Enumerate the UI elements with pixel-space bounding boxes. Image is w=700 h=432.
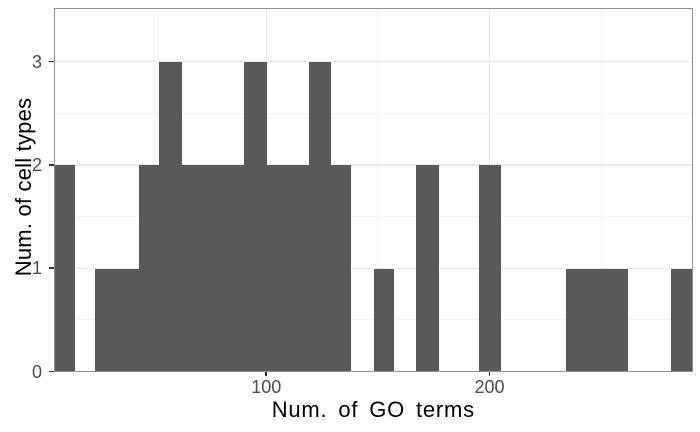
histogram-bar: [243, 61, 267, 372]
histogram-bar: [330, 164, 351, 372]
grid-minor-x: [600, 8, 602, 372]
y-tick-label: 1: [31, 258, 42, 279]
y-tick-label: 2: [31, 154, 42, 175]
x-tick: [265, 372, 268, 377]
histogram-bar: [565, 268, 586, 372]
histogram-bar: [415, 164, 439, 372]
x-tick: [488, 372, 491, 377]
grid-minor-y: [53, 216, 693, 218]
histogram-bar: [373, 268, 394, 372]
grid-minor-x: [377, 8, 379, 372]
grid-minor-y: [53, 319, 693, 321]
y-tick: [48, 267, 54, 270]
histogram-bar: [53, 164, 75, 372]
x-tick-label: 100: [251, 377, 282, 397]
x-axis-title: Num. of GO terms: [271, 397, 475, 422]
grid-major-y: [53, 164, 693, 166]
y-tick: [48, 164, 54, 166]
histogram-bar: [116, 268, 139, 372]
histogram-bar: [585, 268, 608, 372]
histogram-bar: [670, 268, 693, 372]
y-tick-label: 3: [31, 51, 42, 72]
grid-minor-y: [53, 112, 693, 114]
histogram-bar: [138, 164, 159, 372]
y-tick: [48, 60, 54, 63]
histogram-bar: [94, 268, 117, 372]
x-tick-label: 200: [474, 377, 505, 397]
grid-major-y: [53, 267, 693, 269]
histogram-bar: [201, 164, 224, 372]
grid-major-y: [53, 60, 693, 63]
histogram-bar: [266, 164, 289, 372]
y-axis-title: Num. of cell types: [11, 97, 36, 276]
histogram-bar: [158, 61, 182, 372]
y-tick-label: 0: [31, 361, 42, 382]
histogram-bar: [288, 164, 309, 372]
histogram-bar: [607, 268, 628, 372]
histogram-bar: [223, 164, 244, 372]
histogram-bar: [181, 164, 202, 372]
y-tick: [48, 370, 54, 373]
histogram-bar: [308, 61, 331, 372]
histogram-bar: [478, 164, 501, 372]
plot-panel: [53, 8, 693, 372]
